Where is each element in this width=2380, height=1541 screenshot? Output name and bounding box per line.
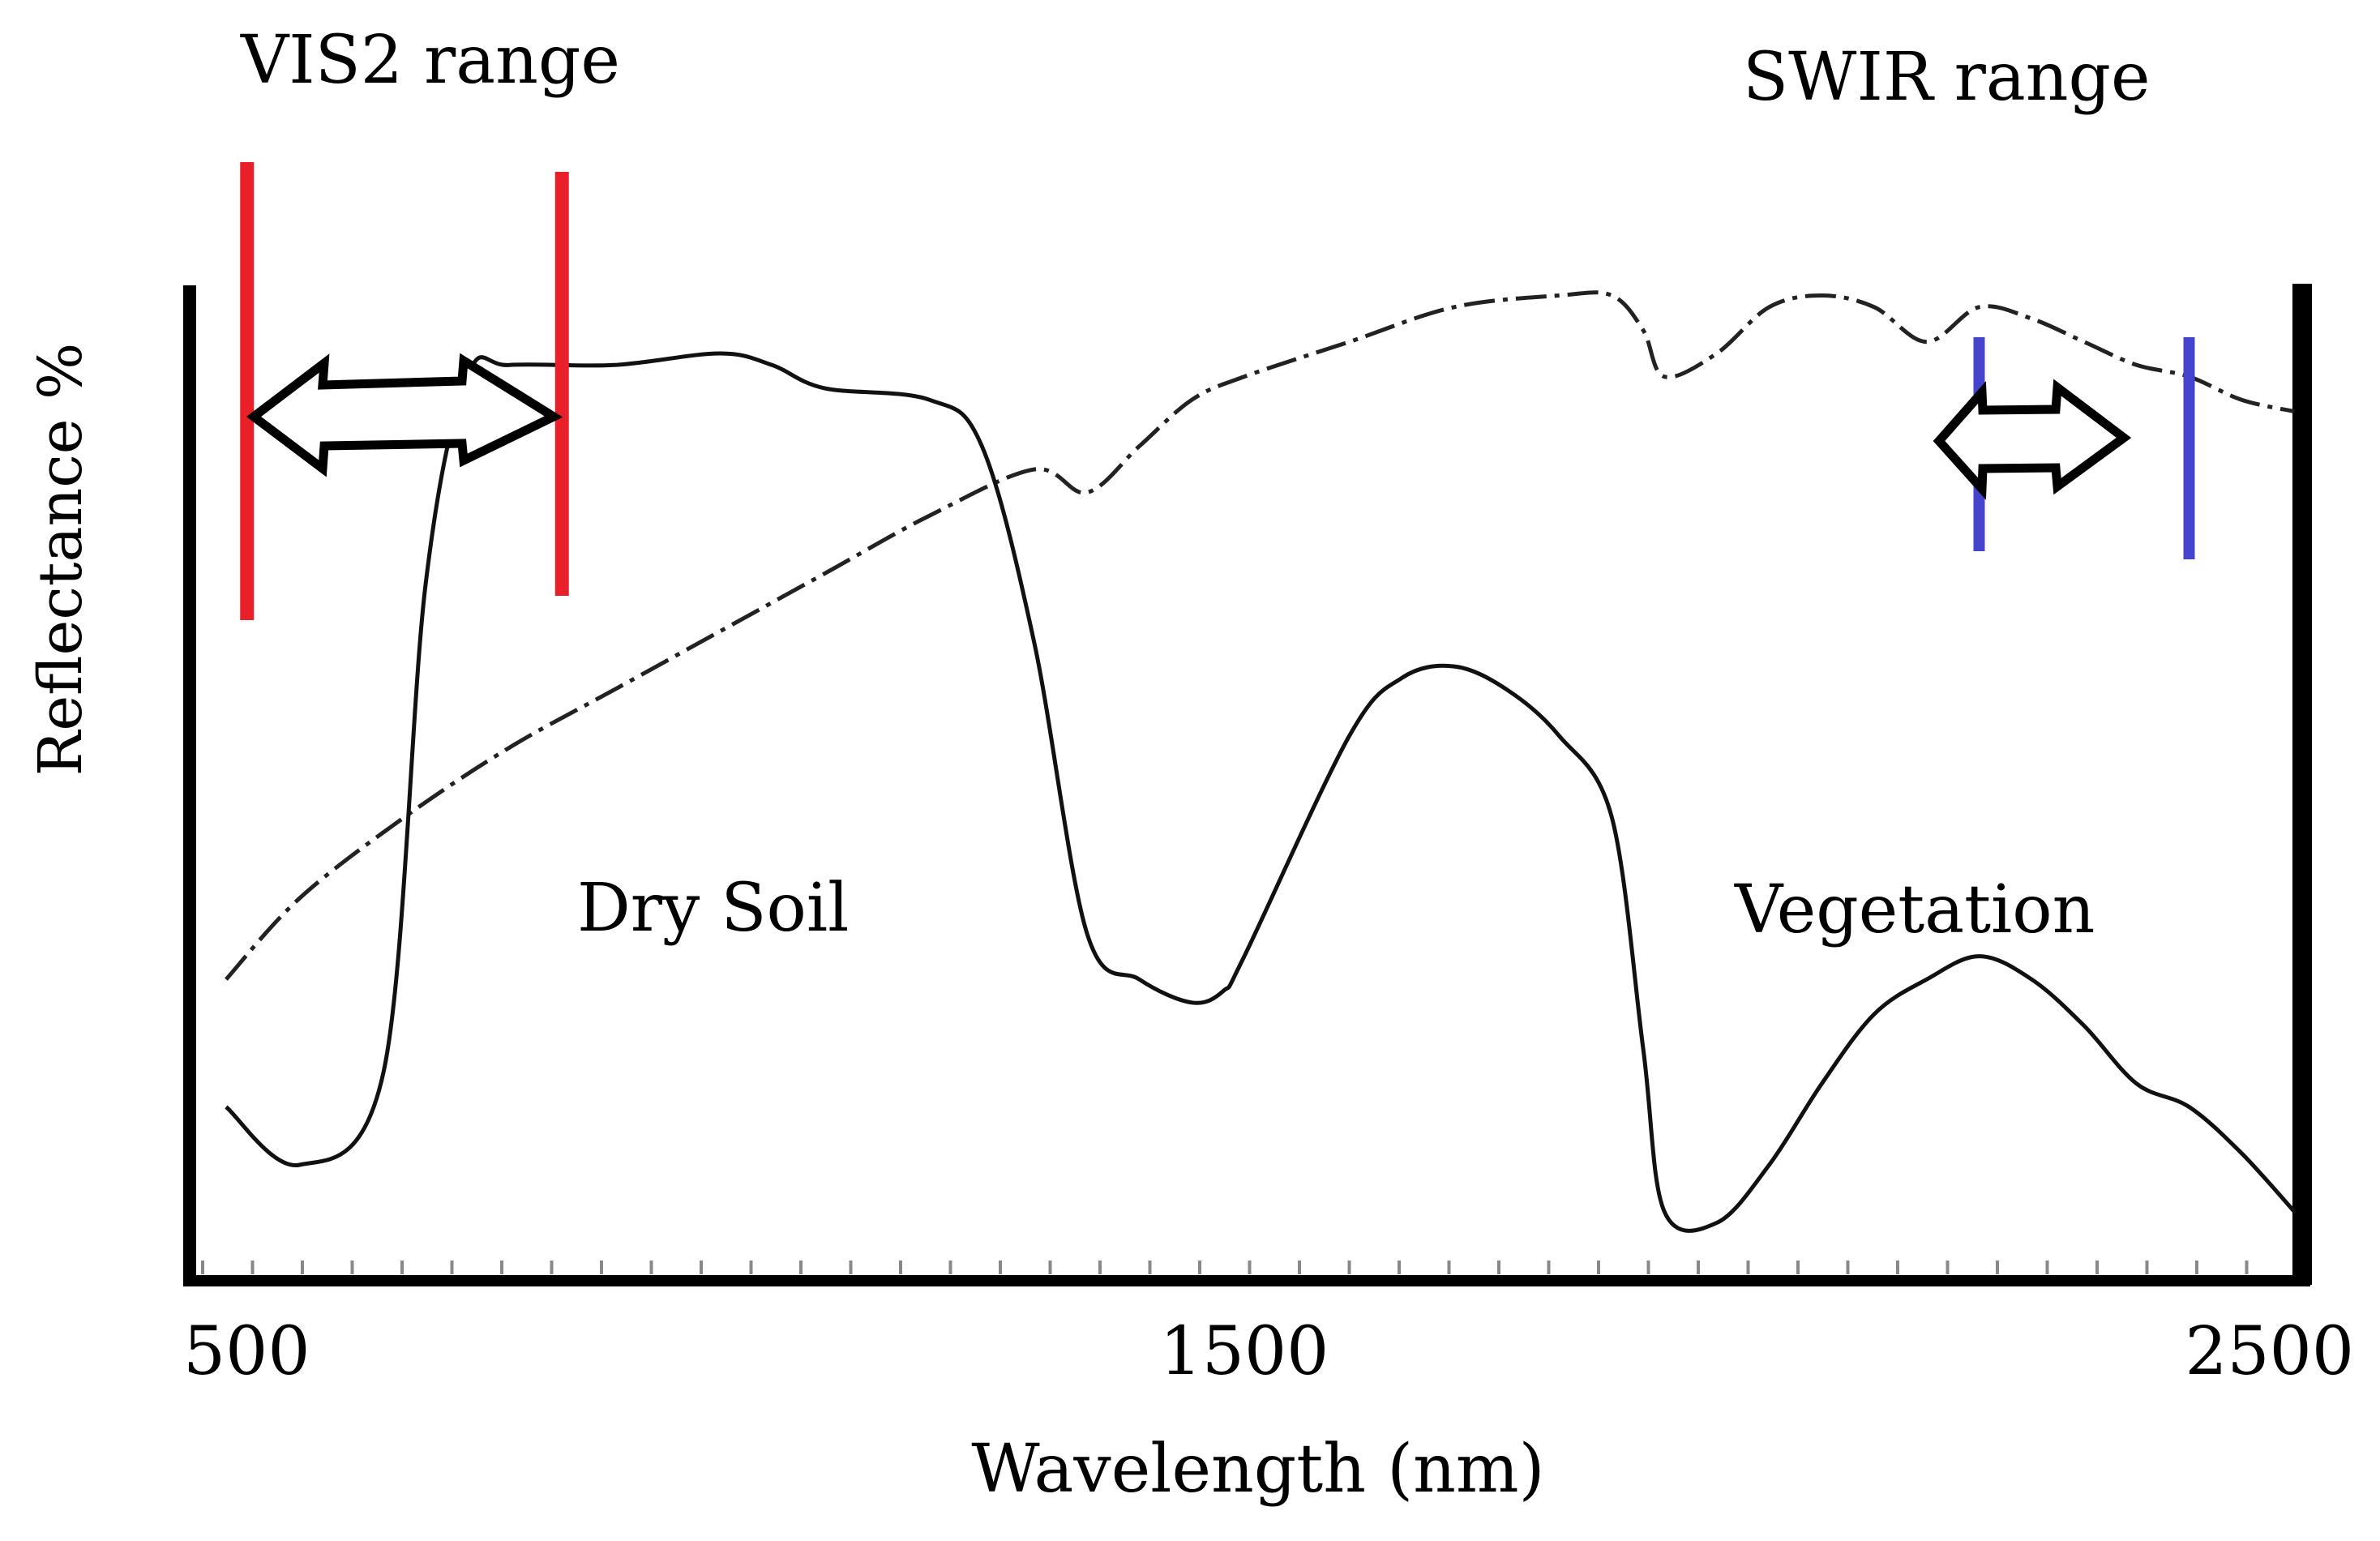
- x-tick-label-2500: 2500: [2185, 1313, 2354, 1390]
- dry-soil-label: Dry Soil: [577, 870, 849, 947]
- series-line-dry-soil: [225, 290, 2295, 981]
- x-tick-label-1500: 1500: [1160, 1313, 1329, 1390]
- series-line-vegetation: [225, 351, 2296, 1233]
- swir-range-label: SWIR range: [1743, 39, 2151, 116]
- swir-double-arrow-icon: [1933, 379, 2132, 500]
- vegetation-label: Vegetation: [1734, 871, 2095, 948]
- minor-ticks: [201, 1261, 2249, 1274]
- vis2-double-arrow-icon: [246, 353, 563, 477]
- vis2-range-label: VIS2 range: [240, 22, 620, 99]
- y-axis-label: Reflectance %: [26, 343, 96, 777]
- x-tick-label-500: 500: [183, 1313, 310, 1390]
- x-axis-label: Wavelength (nm): [971, 1431, 1544, 1508]
